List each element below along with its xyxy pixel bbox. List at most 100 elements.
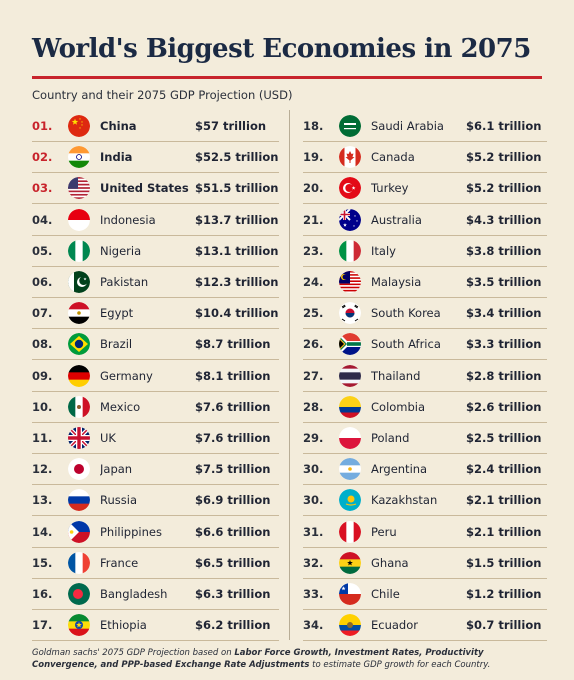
country-name: Germany [100, 368, 153, 383]
russia-flag-icon [68, 489, 90, 512]
argentina-flag-icon [339, 458, 361, 481]
gdp-value: $6.5 trillion [195, 555, 271, 570]
rank-label: 12. [32, 462, 53, 477]
thailand-flag-icon [339, 364, 361, 387]
table-row: 33. Chile $1.2 trillion [303, 579, 547, 610]
country-name: Ethiopia [100, 618, 147, 633]
table-row: 26. South Africa $3.3 trillion [303, 329, 547, 361]
country-name: Japan [100, 462, 133, 477]
table-row: 17. Ethiopia $6.2 trillion [32, 610, 279, 642]
peru-flag-icon [339, 520, 361, 543]
table-row: 01. China $57 trillion [32, 111, 279, 142]
mexico-flag-icon [68, 395, 90, 418]
country-name: Bangladesh [100, 587, 168, 601]
gdp-value: $12.3 trillion [195, 275, 279, 289]
nigeria-flag-icon [68, 239, 90, 262]
rank-label: 14. [32, 524, 53, 539]
ghana-flag-icon [339, 551, 361, 574]
gdp-value: $7.6 trillion [195, 431, 271, 445]
rank-label: 18. [303, 119, 324, 133]
egypt-flag-icon [68, 302, 90, 325]
country-name: China [100, 119, 137, 133]
bangladesh-flag-icon [68, 583, 90, 605]
rank-label: 19. [303, 150, 324, 165]
rank-label: 26. [303, 337, 324, 352]
rank-label: 04. [32, 212, 53, 227]
footnote: Goldman sachs' 2075 GDP Projection based… [32, 647, 552, 671]
canada-flag-icon [339, 146, 361, 169]
country-name: Nigeria [100, 243, 142, 258]
india-flag-icon [68, 146, 90, 169]
country-name: Saudi Arabia [371, 119, 444, 133]
table-row: 29. Poland $2.5 trillion [303, 423, 547, 454]
rank-label: 27. [303, 368, 324, 383]
country-name: Russia [100, 493, 137, 508]
rank-label: 31. [303, 524, 324, 539]
country-name: Argentina [371, 462, 428, 477]
rank-label: 15. [32, 555, 53, 570]
gdp-value: $3.4 trillion [466, 306, 542, 321]
indonesia-flag-icon [68, 208, 90, 231]
japan-flag-icon [68, 458, 90, 481]
rank-label: 02. [32, 150, 53, 165]
country-name: Canada [371, 150, 415, 165]
ecuador-flag-icon [339, 614, 361, 637]
table-row: 11. UK $7.6 trillion [32, 423, 279, 454]
gdp-value: $3.5 trillion [466, 275, 542, 289]
gdp-value: $3.3 trillion [466, 337, 542, 352]
table-row: 24. Malaysia $3.5 trillion [303, 267, 547, 298]
table-row: 30. Kazakhstan $2.1 trillion [303, 485, 547, 517]
gdp-value: $5.2 trillion [466, 150, 542, 165]
rank-label: 30. [303, 462, 324, 477]
table-row: 20. Turkey $5.2 trillion [303, 173, 547, 205]
gdp-value: $6.3 trillion [195, 587, 271, 601]
colombia-flag-icon [339, 395, 361, 418]
gdp-value: $52.5 trillion [195, 150, 279, 165]
country-name: South Africa [371, 337, 441, 352]
country-name: Brazil [100, 337, 133, 352]
philippines-flag-icon [68, 520, 90, 543]
gdp-value: $51.5 trillion [195, 181, 279, 196]
table-row: 32. Ghana $1.5 trillion [303, 548, 547, 579]
table-row: 27. Thailand $2.8 trillion [303, 361, 547, 392]
table-row: 30. Argentina $2.4 trillion [303, 454, 547, 486]
page-subtitle: Country and their 2075 GDP Projection (U… [32, 88, 293, 102]
gdp-value: $1.2 trillion [466, 587, 542, 601]
poland-flag-icon [339, 427, 361, 449]
gdp-value: $10.4 trillion [195, 306, 279, 321]
rank-label: 16. [32, 587, 53, 601]
rank-label: 29. [303, 431, 324, 445]
table-row: 03. United States $51.5 trillion [32, 173, 279, 205]
germany-flag-icon [68, 364, 90, 387]
rank-label: 03. [32, 181, 53, 196]
table-row: 12. Japan $7.5 trillion [32, 454, 279, 486]
italy-flag-icon [339, 239, 361, 262]
page-title: World's Biggest Economies in 2075 [32, 34, 531, 64]
table-row: 23. Italy $3.8 trillion [303, 236, 547, 267]
gdp-value: $6.2 trillion [195, 618, 271, 633]
country-name: Poland [371, 431, 410, 445]
table-row: 31. Peru $2.1 trillion [303, 517, 547, 548]
pakistan-flag-icon [68, 271, 90, 293]
ethiopia-flag-icon [68, 614, 90, 637]
rank-label: 30. [303, 493, 324, 508]
rank-label: 05. [32, 243, 53, 258]
table-row: 14. Philippines $6.6 trillion [32, 517, 279, 548]
table-row: 13. Russia $6.9 trillion [32, 485, 279, 517]
rank-label: 21. [303, 212, 324, 227]
chile-flag-icon [339, 583, 361, 605]
brazil-flag-icon [68, 333, 90, 356]
gdp-value: $13.1 trillion [195, 243, 279, 258]
country-name: Indonesia [100, 212, 156, 227]
rank-label: 33. [303, 587, 324, 601]
table-row: 21. Australia $4.3 trillion [303, 205, 547, 236]
country-name: South Korea [371, 306, 441, 321]
rank-label: 01. [32, 119, 53, 133]
kazakhstan-flag-icon [339, 489, 361, 512]
country-name: Egypt [100, 306, 134, 321]
rank-label: 10. [32, 399, 53, 414]
rank-label: 13. [32, 493, 53, 508]
country-name: France [100, 555, 139, 570]
table-row: 05. Nigeria $13.1 trillion [32, 236, 279, 267]
table-row: 25. South Korea $3.4 trillion [303, 298, 547, 330]
